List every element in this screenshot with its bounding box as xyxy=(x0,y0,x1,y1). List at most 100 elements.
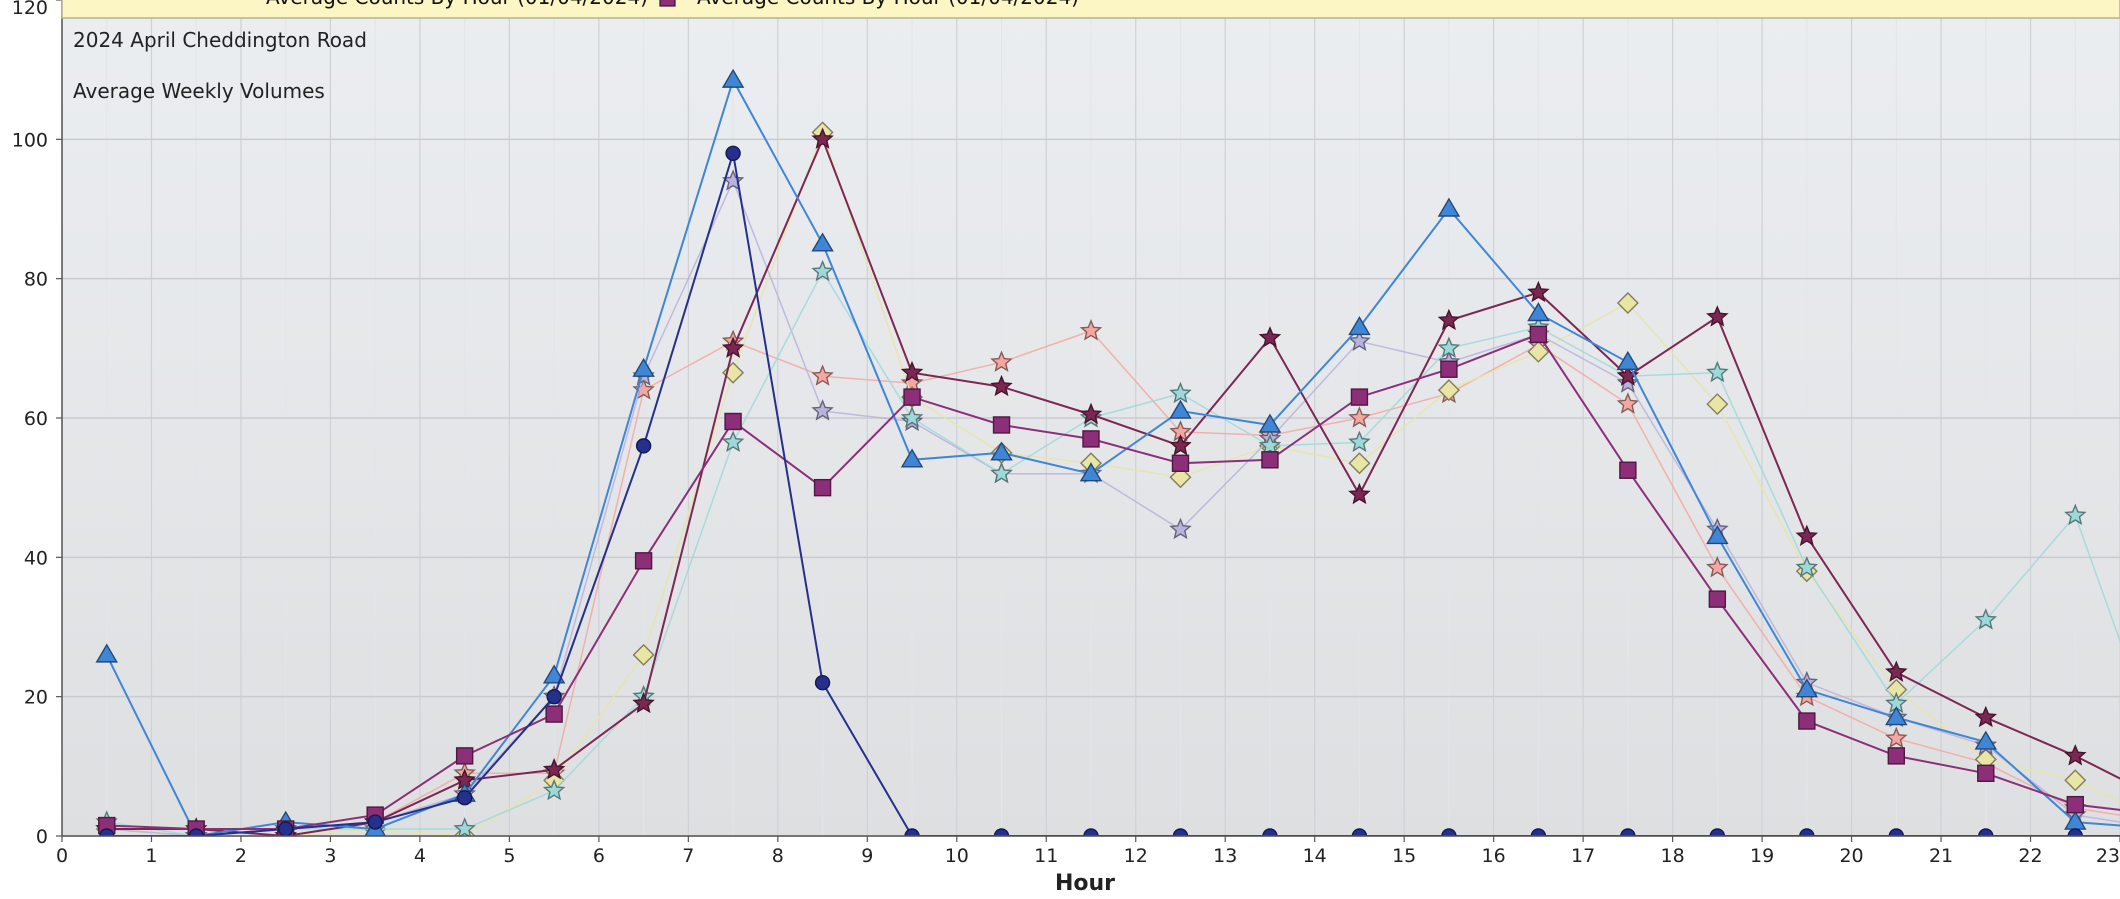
data-point xyxy=(904,828,920,836)
data-point xyxy=(634,552,653,570)
x-tick-label: 20 xyxy=(1839,845,1863,867)
y-tick-label: 20 xyxy=(24,687,48,709)
data-point xyxy=(1887,747,1906,765)
data-point xyxy=(814,675,831,691)
data-point xyxy=(900,406,924,428)
x-tick-label: 3 xyxy=(324,845,336,867)
x-tick-label: 11 xyxy=(1034,845,1058,867)
data-point xyxy=(456,789,473,806)
data-point xyxy=(811,259,834,282)
data-point xyxy=(1885,706,1908,726)
series-line xyxy=(106,333,2120,830)
data-point xyxy=(1616,392,1640,414)
data-point xyxy=(1974,705,1998,728)
data-point xyxy=(95,643,118,663)
data-point xyxy=(721,68,745,88)
data-point xyxy=(1348,329,1371,351)
data-point xyxy=(1974,730,1998,750)
data-point xyxy=(1350,388,1369,406)
data-point xyxy=(724,412,742,431)
y-tick-label: 0 xyxy=(36,826,48,848)
data-point xyxy=(1169,381,1192,404)
data-point xyxy=(1082,430,1100,448)
data-point xyxy=(811,232,834,252)
data-point xyxy=(1616,364,1640,386)
data-point xyxy=(2064,769,2087,792)
data-point xyxy=(813,478,832,497)
data-point xyxy=(455,747,474,765)
axes: 0 1 2 3 4 5 6 7 8 9 10 11 12 13 14 15 16 17 18 19 20 21 22 2302… xyxy=(12,0,2120,867)
data-point xyxy=(546,688,562,705)
data-point xyxy=(1620,828,1636,836)
data-point xyxy=(990,441,1013,461)
data-point xyxy=(1348,452,1371,475)
x-tick-label: 5 xyxy=(503,845,515,867)
data-point xyxy=(2064,744,2087,766)
data-point xyxy=(1706,305,1729,327)
data-point xyxy=(1262,828,1278,836)
data-point xyxy=(1795,555,1819,578)
data-point xyxy=(1169,517,1192,540)
y-tick-label: 60 xyxy=(24,408,48,430)
data-point xyxy=(1261,451,1279,469)
x-tick-label: 9 xyxy=(861,845,873,867)
data-point xyxy=(99,828,115,836)
data-point xyxy=(1169,466,1192,489)
data-point xyxy=(811,364,834,386)
x-tick-label: 22 xyxy=(2018,845,2042,867)
x-tick-label: 2 xyxy=(235,845,247,867)
data-point xyxy=(1437,197,1461,217)
data-point xyxy=(2064,503,2087,526)
data-point xyxy=(1706,393,1729,416)
data-point xyxy=(811,127,834,149)
data-point xyxy=(1348,430,1371,452)
data-point xyxy=(1616,350,1640,370)
data-point xyxy=(1440,360,1458,378)
x-tick-label: 15 xyxy=(1392,845,1416,867)
series-line xyxy=(106,330,2120,836)
data-point xyxy=(1527,302,1550,322)
x-tick-label: 16 xyxy=(1482,845,1506,867)
data-point xyxy=(1079,402,1103,425)
data-point xyxy=(1706,525,1729,545)
data-point xyxy=(900,448,924,468)
series-line xyxy=(106,153,2120,836)
grid xyxy=(61,0,2120,837)
data-point xyxy=(992,416,1011,434)
series-5 xyxy=(95,127,2120,836)
legend-box xyxy=(61,0,2120,19)
data-point xyxy=(1795,678,1819,698)
y-tick-label: 40 xyxy=(24,547,48,569)
data-point xyxy=(542,664,566,684)
data-point xyxy=(811,399,834,421)
x-tick-label: 4 xyxy=(414,845,426,867)
data-point xyxy=(1172,828,1189,836)
legend-label-2: Average Counts By Hour (01/04/2024) xyxy=(697,0,1079,9)
data-point xyxy=(1258,326,1282,348)
data-point xyxy=(1798,712,1816,730)
data-point xyxy=(990,461,1013,484)
x-tick-label: 1 xyxy=(145,845,157,867)
data-point xyxy=(1437,336,1461,358)
x-tick-label: 7 xyxy=(682,845,694,867)
data-point xyxy=(545,705,563,723)
x-tick-label: 21 xyxy=(1929,845,1953,867)
data-point xyxy=(725,145,741,161)
data-point xyxy=(1079,462,1103,482)
data-point xyxy=(1885,726,1908,749)
data-point xyxy=(1888,828,1905,836)
data-point xyxy=(1977,764,1995,782)
data-point xyxy=(453,817,476,836)
data-point xyxy=(1799,828,1815,836)
y-tick-label: 120 xyxy=(12,0,48,19)
data-point xyxy=(1348,406,1371,428)
data-point xyxy=(990,374,1013,397)
data-point xyxy=(1527,280,1550,303)
x-tick-label: 19 xyxy=(1750,845,1774,867)
data-point xyxy=(1619,461,1637,479)
x-tick-label: 12 xyxy=(1124,845,1148,867)
x-tick-label: 0 xyxy=(56,845,68,867)
data-point xyxy=(721,336,745,358)
data-point xyxy=(1978,828,1994,836)
